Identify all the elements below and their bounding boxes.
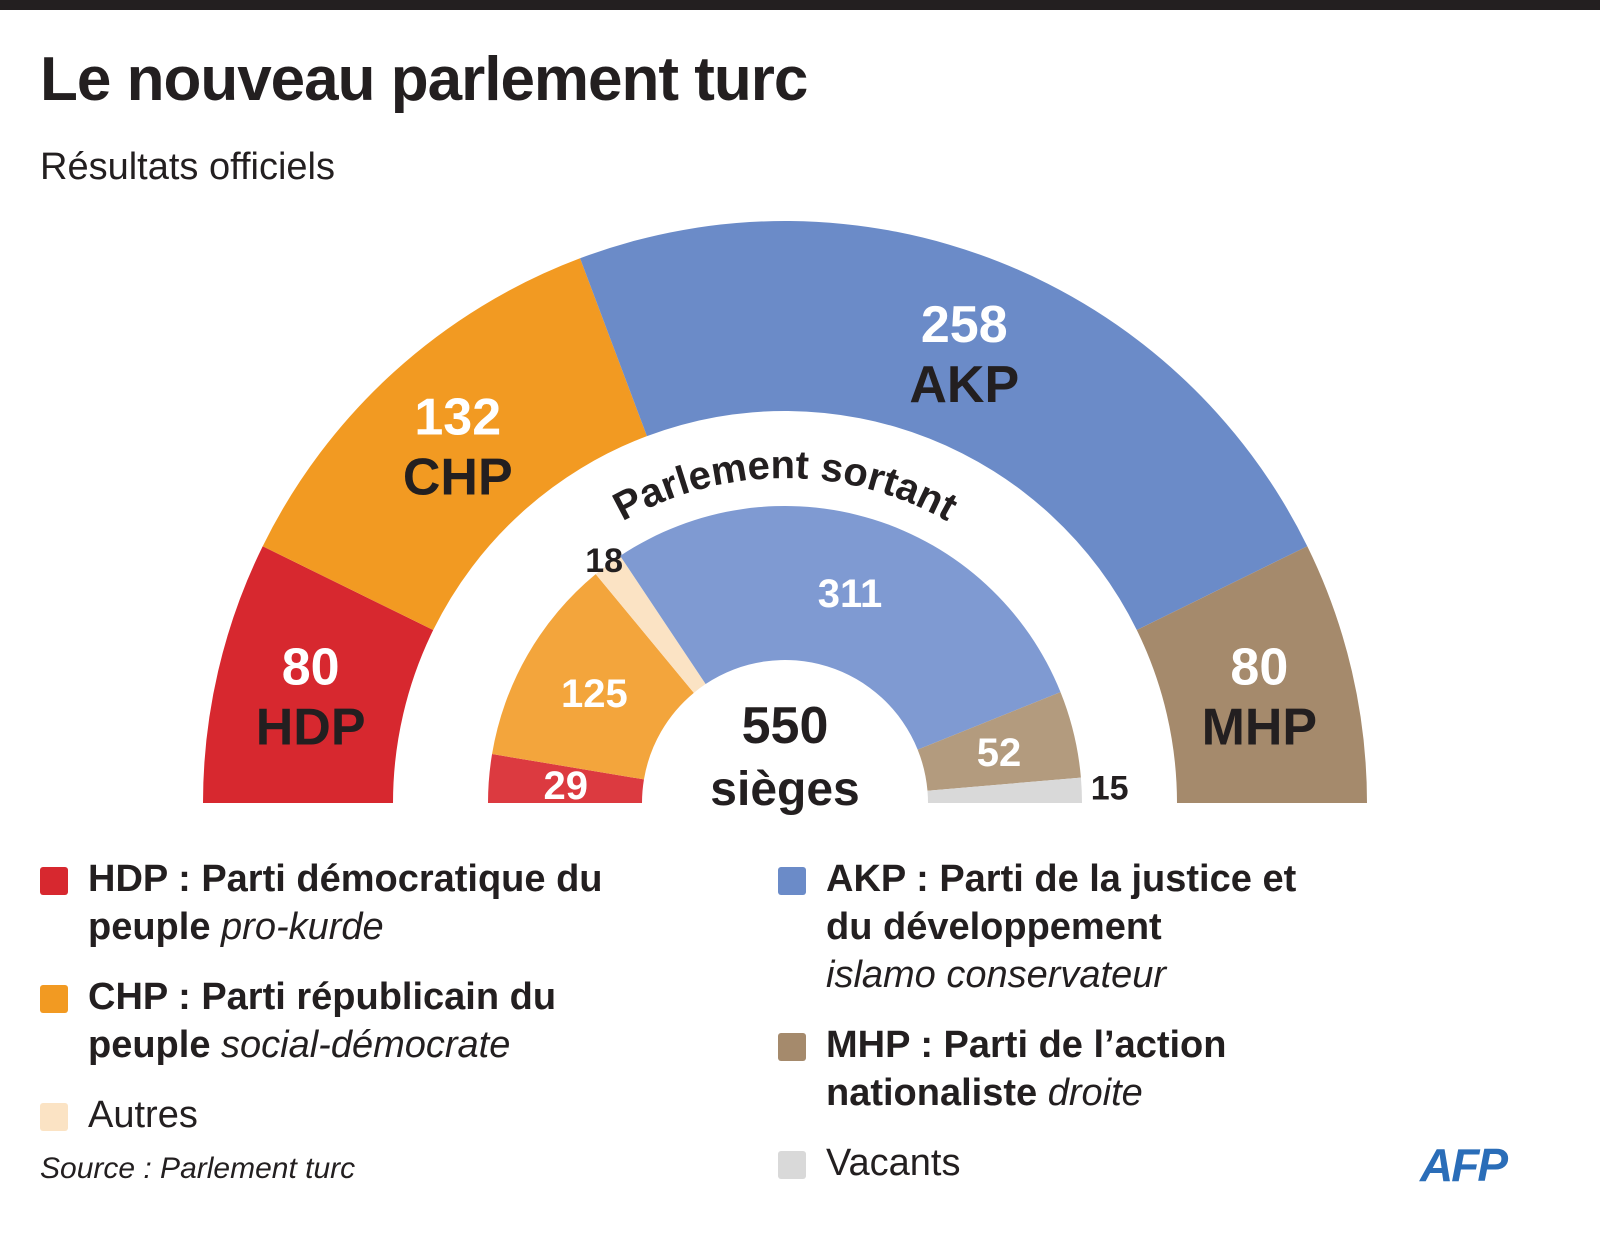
segment — [595, 555, 706, 693]
legend-label: CHP : Parti républicain du peuple — [88, 976, 557, 1066]
legend-note: islamo conservateur — [826, 954, 1167, 996]
legend-item: MHP : Parti de l’action nationaliste dro… — [778, 1021, 1338, 1117]
source: Source : Parlement turc — [40, 1152, 356, 1185]
legend-note: pro-kurde — [221, 906, 384, 948]
legend-note: social-démocrate — [221, 1024, 511, 1066]
value-label: 258 — [921, 296, 1008, 354]
value-label: 29 — [544, 764, 589, 808]
title: Le nouveau parlement turc — [40, 45, 808, 114]
logo: AFP — [1420, 1139, 1508, 1191]
segment — [492, 574, 694, 780]
chart: 80HDP132CHP258AKP80MHP29125183115215550s… — [203, 220, 1367, 816]
category-label: MHP — [1202, 699, 1318, 757]
subtitle: Résultats officiels — [40, 146, 335, 188]
legend-right: AKP : Parti de la justice et du développ… — [778, 855, 1338, 1209]
legend-note: droite — [1047, 1072, 1143, 1114]
value-label: 132 — [414, 388, 501, 446]
segment — [262, 258, 647, 631]
legend-swatch — [778, 867, 806, 895]
legend-item: HDP : Parti démocratique du peuple pro-k… — [40, 855, 680, 951]
legend-label: HDP : Parti démocratique du peuple — [88, 858, 603, 948]
legend-item: CHP : Parti républicain du peuple social… — [40, 973, 680, 1069]
center-value: 550 — [742, 697, 829, 755]
segment — [203, 546, 434, 803]
category-label: AKP — [909, 356, 1019, 414]
value-label: 311 — [818, 572, 883, 616]
category-label: CHP — [403, 448, 513, 506]
value-label: 80 — [282, 639, 340, 697]
legend-swatch — [40, 985, 68, 1013]
value-label: 15 — [1091, 770, 1129, 808]
legend-label: MHP : Parti de l’action nationaliste — [826, 1024, 1227, 1114]
top-bar — [0, 0, 1600, 10]
value-label: 125 — [561, 672, 628, 716]
legend-swatch — [778, 1151, 806, 1179]
legend-swatch — [40, 867, 68, 895]
segment — [1136, 546, 1367, 803]
legend-item: AKP : Parti de la justice et du développ… — [778, 855, 1338, 999]
segment — [580, 220, 1308, 631]
legend-item: Vacants — [778, 1139, 1338, 1187]
value-label: 18 — [585, 542, 623, 580]
legend-item: Autres — [40, 1091, 680, 1139]
legend-label: AKP : Parti de la justice et du développ… — [826, 858, 1297, 948]
legend-label: Autres — [88, 1094, 198, 1136]
legend-swatch — [778, 1033, 806, 1061]
legend-label: Vacants — [826, 1142, 961, 1184]
segment — [488, 754, 644, 803]
category-label: HDP — [256, 699, 366, 757]
value-label: 80 — [1230, 639, 1288, 697]
center-label: sièges — [710, 763, 859, 816]
segment — [917, 692, 1081, 791]
value-label: 52 — [977, 731, 1022, 775]
legend-left: HDP : Parti démocratique du peuple pro-k… — [40, 855, 680, 1161]
legend-swatch — [40, 1103, 68, 1131]
segment — [620, 505, 1061, 750]
segment — [927, 777, 1082, 803]
